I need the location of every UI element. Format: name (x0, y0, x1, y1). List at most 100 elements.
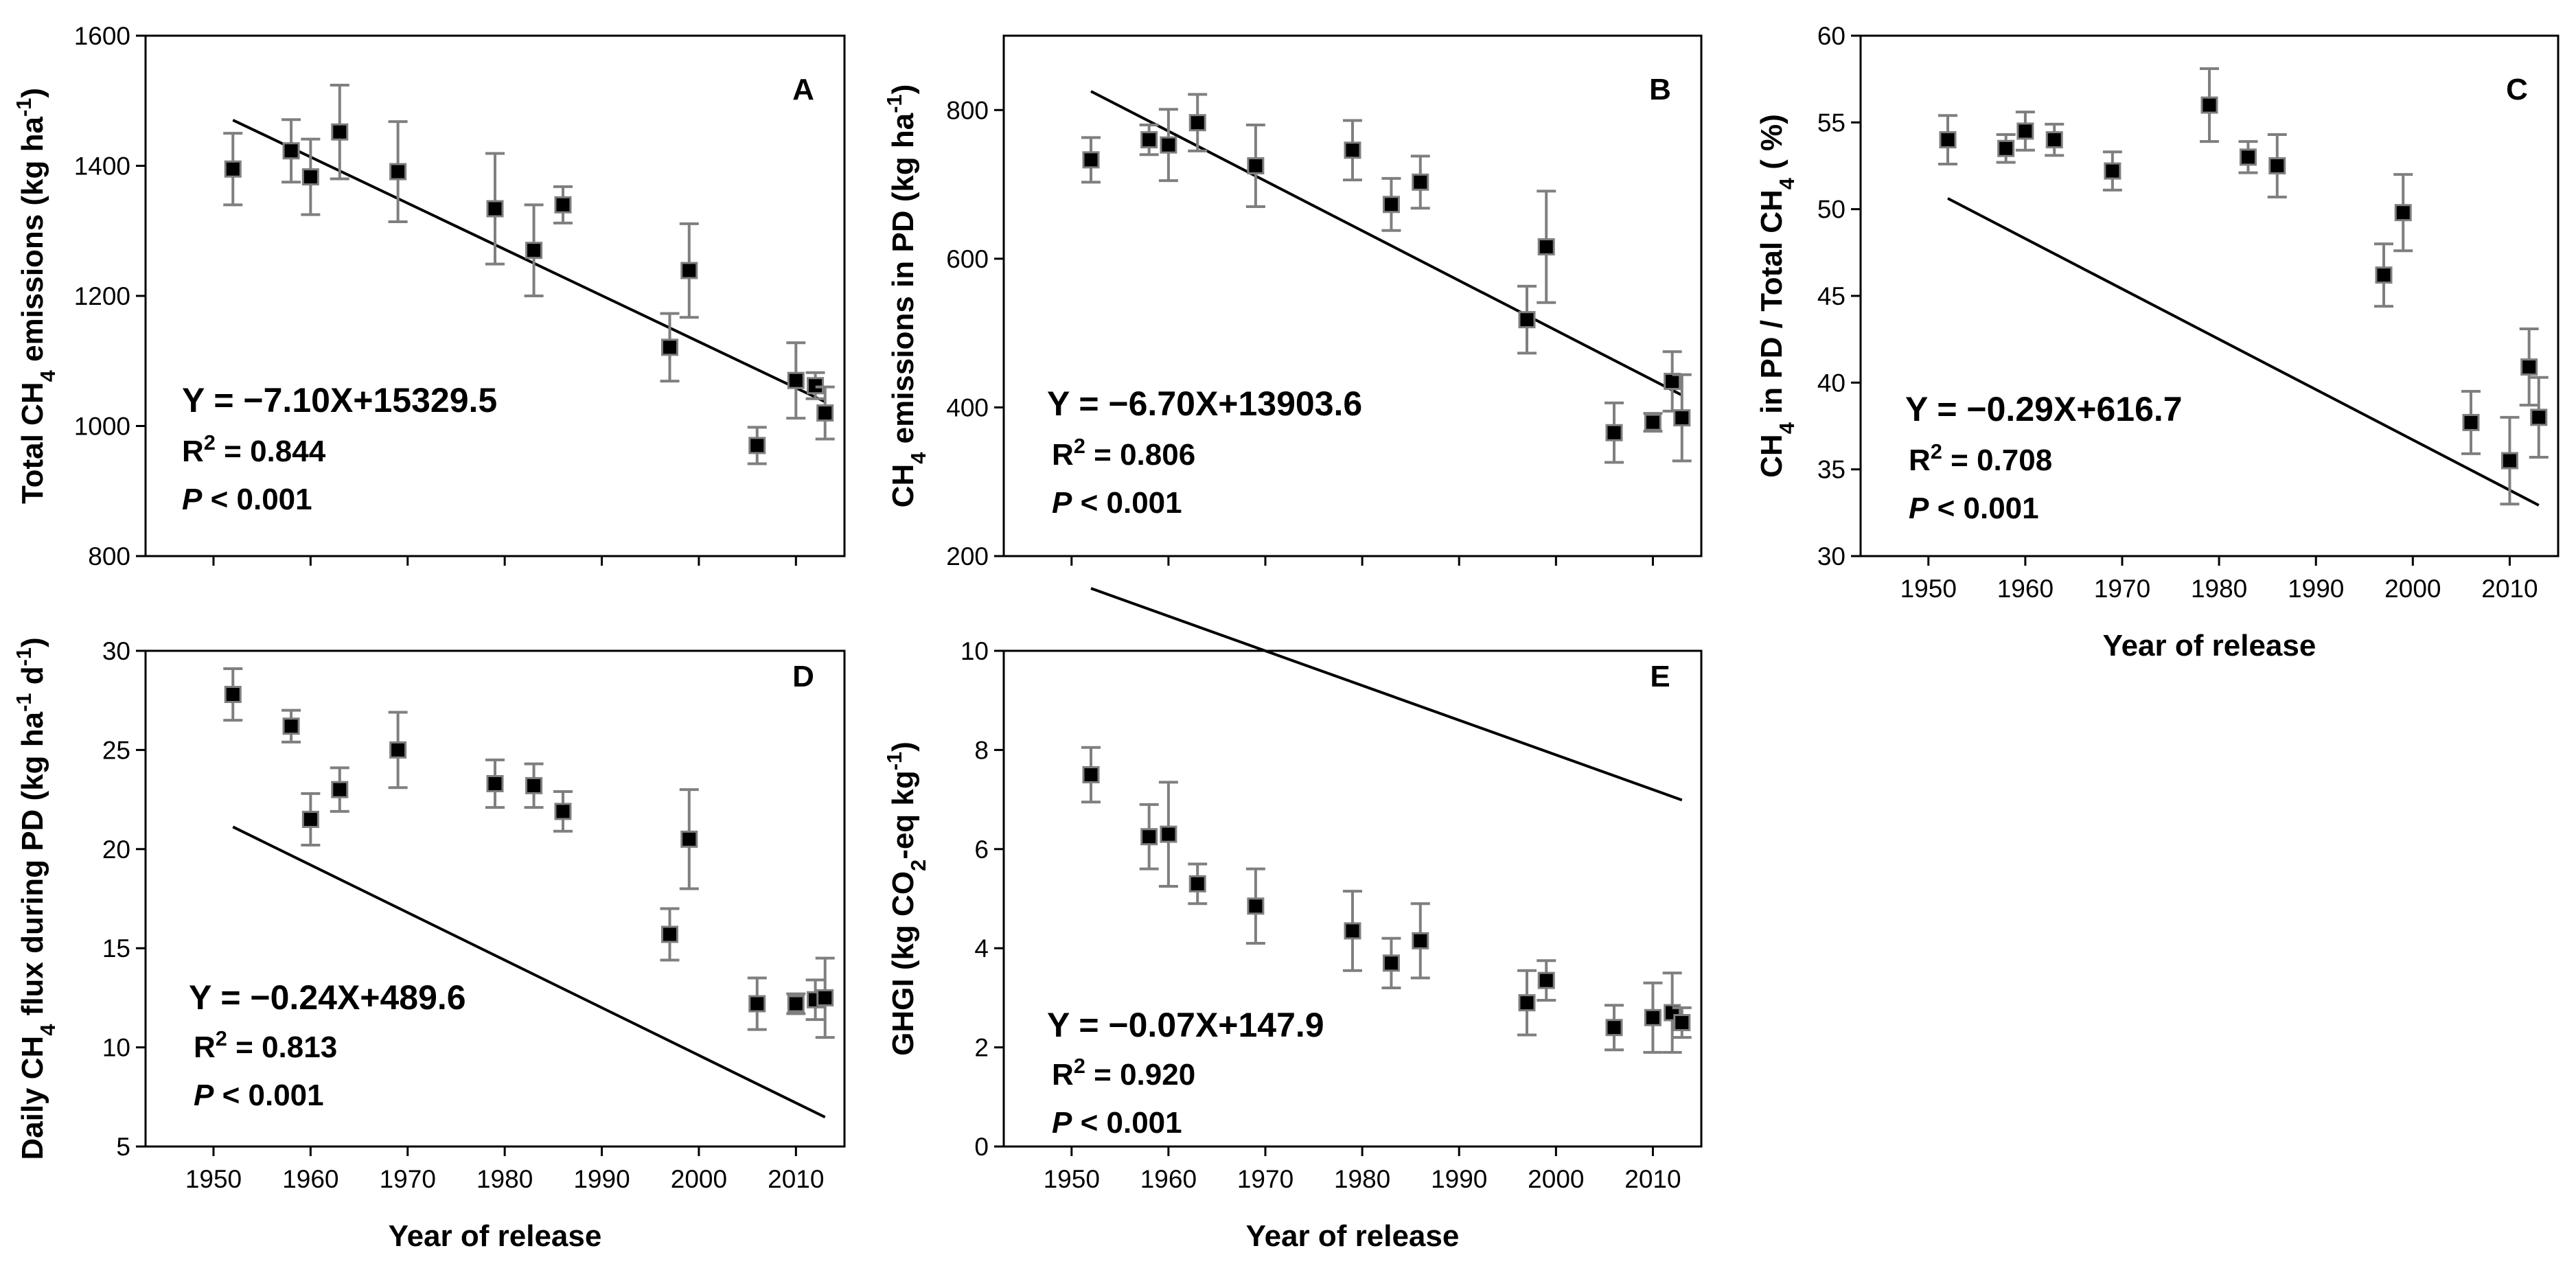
x-tick-label: 1990 (1431, 1165, 1487, 1193)
data-point (1412, 932, 1429, 949)
chart-panel-c: 30 35 40 45 50 55 60 1950 1960 1970 1980 1990 2000 20… (1755, 22, 2560, 662)
x-tick-label: 1990 (2288, 575, 2344, 603)
y-tick-label: 1000 (74, 413, 130, 441)
x-tick-label: 2010 (768, 1165, 824, 1193)
data-point (1344, 141, 1361, 159)
data-point (282, 717, 300, 735)
data-point (1247, 897, 1265, 915)
p-value: P < 0.001 (1909, 492, 2039, 525)
x-tick-label: 1960 (1140, 1165, 1197, 1193)
y-tick-label: 50 (1817, 196, 1845, 224)
data-point (1082, 151, 1100, 169)
y-tick-label: 30 (102, 637, 130, 665)
x-axis-label: Year of release (389, 1219, 602, 1253)
data-point (1140, 131, 1158, 149)
y-tick-label: 4 (974, 934, 989, 963)
p-value: P < 0.001 (1052, 486, 1182, 520)
x-axis-label: Year of release (2103, 629, 2316, 662)
data-point (2500, 452, 2518, 470)
data-point (1673, 1014, 1691, 1031)
data-point (1644, 1009, 1661, 1026)
data-point (1160, 825, 1177, 843)
data-point (816, 404, 834, 422)
y-tick-label: 55 (1817, 108, 1845, 137)
data-point (1537, 971, 1555, 989)
data-point (1939, 131, 1957, 149)
y-tick-label: 600 (946, 245, 989, 273)
plot-frame (1002, 649, 1703, 1148)
panel-letter: B (1649, 73, 1671, 106)
y-tick-label: 20 (102, 836, 130, 864)
data-point (2530, 408, 2548, 426)
y-tick-label: 0 (974, 1133, 989, 1161)
data-point (2239, 148, 2257, 166)
data-point (2104, 162, 2121, 180)
data-point (282, 142, 300, 160)
x-tick-label: 1970 (380, 1165, 436, 1193)
data-point (224, 686, 242, 704)
chart-panel-e: 0 2 4 6 8 10 1950 1960 1970 1980 1990 2000 2010 Year … (882, 587, 1703, 1253)
panel-letter: C (2506, 73, 2528, 106)
data-point (1644, 413, 1661, 431)
panel-letter: D (792, 660, 814, 693)
panel-letter: A (792, 73, 814, 106)
x-axis-label: Year of release (1246, 1219, 1460, 1253)
data-point (1344, 922, 1361, 940)
x-tick-label: 2010 (2481, 575, 2538, 603)
data-point (554, 196, 572, 214)
x-tick-label: 2000 (1528, 1165, 1584, 1193)
regression-equation: Y = −0.29X+616.7 (1905, 390, 2183, 428)
plot-frame (1002, 34, 1703, 557)
y-tick-label: 200 (946, 542, 989, 571)
y-tick-label: 800 (946, 96, 989, 124)
data-point (1247, 157, 1265, 174)
data-point (1518, 311, 1536, 329)
regression-equation: Y = −6.70X+13903.6 (1047, 384, 1362, 423)
y-tick-label: 5 (116, 1133, 130, 1161)
data-point (1518, 994, 1536, 1012)
x-tick-label: 2000 (671, 1165, 727, 1193)
r-squared: R2 = 0.806 (1052, 434, 1195, 472)
data-point (787, 371, 805, 389)
r-squared: R2 = 0.813 (194, 1026, 337, 1065)
data-point (2268, 157, 2286, 174)
regression-equation: Y = −0.24X+489.6 (189, 978, 466, 1017)
data-point (1997, 139, 2015, 157)
x-tick-label: 1990 (573, 1165, 630, 1193)
p-value: P < 0.001 (194, 1079, 324, 1112)
data-point (486, 774, 504, 792)
data-point (661, 925, 678, 943)
y-tick-label: 10 (961, 637, 989, 665)
data-point (1673, 409, 1691, 427)
y-tick-label: 10 (102, 1034, 130, 1062)
x-tick-label: 1980 (2191, 575, 2247, 603)
regression-line (232, 119, 826, 404)
y-axis-label: CH4 in PD / Total CH4 ( %) (1755, 114, 1799, 478)
y-tick-label: 8 (974, 736, 989, 764)
x-tick-label: 1950 (1044, 1165, 1100, 1193)
data-point (525, 776, 543, 794)
regression-equation: Y = −7.10X+15329.5 (182, 381, 497, 419)
data-point (389, 741, 407, 759)
x-tick-label: 2000 (2384, 575, 2441, 603)
regression-line (232, 825, 826, 1119)
chart-panel-a: 800 1000 1200 1400 1600 Total CH4 emissions (… (12, 22, 846, 571)
data-point (224, 160, 242, 178)
data-point (2375, 266, 2393, 284)
data-point (1664, 373, 1681, 391)
data-point (1160, 136, 1177, 154)
data-point (680, 262, 698, 279)
data-point (2045, 131, 2063, 149)
data-point (1188, 875, 1206, 892)
data-point (748, 437, 766, 454)
y-tick-label: 25 (102, 736, 130, 764)
y-axis-label: GHGI (kg CO2-eq kg-1) (882, 741, 930, 1056)
y-tick-label: 1200 (74, 282, 130, 310)
chart-panel-b: 200 400 600 800 CH4 emissions in PD (kg ha-1… (882, 34, 1703, 571)
y-tick-label: 6 (974, 836, 989, 864)
r-squared: R2 = 0.708 (1909, 439, 2052, 478)
regression-line (1090, 587, 1683, 802)
chart-panel-d: 5 10 15 20 25 30 1950 1960 1970 1980 1990 2000 2010 Y… (12, 637, 846, 1253)
x-tick-label: 2010 (1624, 1165, 1681, 1193)
